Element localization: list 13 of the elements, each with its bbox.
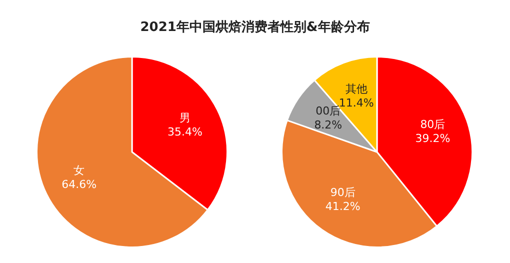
- data-label: 64.6%: [62, 178, 97, 192]
- data-label: 35.4%: [167, 126, 202, 139]
- data-label: 11.4%: [338, 96, 374, 110]
- text: 2021年中国烘焙消费者性别&年龄分布: [139, 19, 371, 36]
- data-label: 39.2%: [415, 132, 450, 146]
- slice-label: 80后: [420, 118, 446, 132]
- data-label: 41.2%: [325, 200, 360, 214]
- slice-label: 女: [74, 164, 85, 178]
- slice-label: 其他: [345, 82, 368, 96]
- data-label: 8.2%: [314, 118, 342, 132]
- slice-label: 00后: [316, 104, 341, 118]
- slice-label: 男: [179, 112, 190, 125]
- slice-label: 90后: [330, 186, 356, 200]
